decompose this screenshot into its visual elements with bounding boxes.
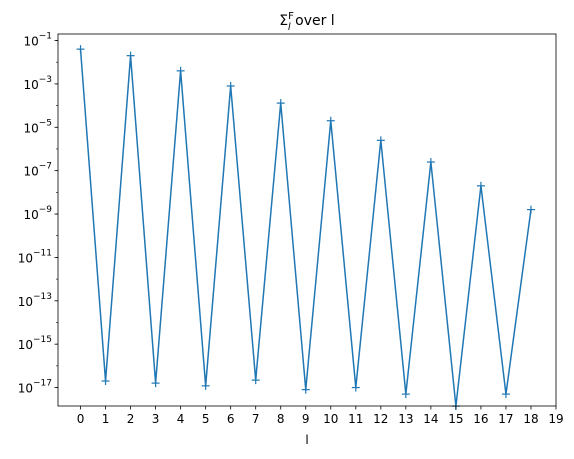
x-tick-label: 14 xyxy=(423,412,438,426)
x-tick-label: 0 xyxy=(77,412,85,426)
x-tick-label: 10 xyxy=(323,412,338,426)
data-point-marker xyxy=(401,390,410,399)
plot-background xyxy=(58,34,556,406)
x-tick-label: 5 xyxy=(202,412,210,426)
data-point-marker xyxy=(151,379,160,388)
x-tick-label: 16 xyxy=(473,412,488,426)
data-point-marker xyxy=(251,376,260,385)
data-point-marker xyxy=(176,66,185,75)
title-subscript: l xyxy=(288,22,291,33)
chart-title: ΣF l over l xyxy=(279,11,334,33)
x-tick-label: 4 xyxy=(177,412,185,426)
data-point-marker xyxy=(476,181,485,190)
x-tick-label: 15 xyxy=(448,412,463,426)
x-tick-label: 12 xyxy=(373,412,388,426)
x-tick-label: 6 xyxy=(227,412,235,426)
x-tick-label: 17 xyxy=(498,412,513,426)
title-rest: over l xyxy=(291,13,335,29)
data-point-marker xyxy=(301,385,310,394)
plot-frame xyxy=(57,33,557,407)
y-tick-label: 10−5 xyxy=(23,118,52,135)
y-tick-label: 10−13 xyxy=(18,292,52,309)
data-point-marker xyxy=(126,51,135,60)
x-tick-label: 7 xyxy=(252,412,260,426)
x-tick-label: 19 xyxy=(548,412,563,426)
x-tick-label: 18 xyxy=(523,412,538,426)
y-tick-label: 10−3 xyxy=(23,75,52,92)
data-point-marker xyxy=(376,136,385,145)
data-point-marker xyxy=(226,81,235,90)
x-tick-label: 13 xyxy=(398,412,413,426)
y-tick-label: 10−15 xyxy=(18,335,52,352)
y-tick-label: 10−7 xyxy=(23,162,52,179)
data-point-marker xyxy=(201,381,210,390)
data-point-marker xyxy=(351,383,360,392)
x-tick-label: 3 xyxy=(152,412,160,426)
data-point-marker xyxy=(426,158,435,167)
data-point-marker xyxy=(76,45,85,54)
x-tick-label: 11 xyxy=(348,412,363,426)
y-tick-label: 10−1 xyxy=(23,32,52,49)
data-point-marker xyxy=(526,205,535,214)
x-tick-label: 8 xyxy=(277,412,285,426)
y-ticks-layer: 10−1 10−3 10−5 10−7 10−9 10−11 10−13 10−15 10−17 xyxy=(18,32,58,396)
y-tick-label: 10−17 xyxy=(18,379,52,396)
y-tick-label: 10−9 xyxy=(23,205,52,222)
x-tick-label: 2 xyxy=(127,412,135,426)
x-axis-label: l xyxy=(305,433,308,447)
title-sigma: Σ xyxy=(279,13,288,29)
data-point-marker xyxy=(276,99,285,108)
x-tick-label: 9 xyxy=(302,412,310,426)
data-point-marker xyxy=(501,390,510,399)
title-superscript: F xyxy=(288,11,294,22)
x-tick-label: 1 xyxy=(102,412,110,426)
x-ticks-layer: 0 1 2 3 4 5 6 7 8 9 10 11 12 13 14 15 16 17 18 19 xyxy=(77,406,564,426)
data-point-marker xyxy=(326,116,335,125)
y-tick-label: 10−11 xyxy=(18,248,52,265)
data-point-marker xyxy=(101,377,110,386)
